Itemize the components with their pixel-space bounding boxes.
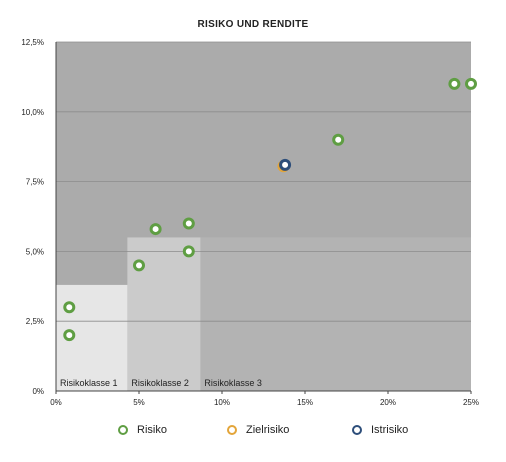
- legend-marker: [227, 425, 237, 435]
- x-tick-label: 10%: [214, 398, 230, 407]
- risk-zone-label: Risikoklasse 1: [60, 378, 118, 388]
- x-tick-label: 5%: [133, 398, 145, 407]
- data-point-istrisiko: [281, 160, 290, 169]
- x-tick-label: 15%: [297, 398, 313, 407]
- legend: Risiko Zielrisiko Istrisiko: [0, 424, 506, 442]
- data-point-risiko: [184, 219, 193, 228]
- legend-item-istrisiko: Istrisiko: [352, 424, 408, 436]
- data-point-risiko: [184, 247, 193, 256]
- legend-marker: [352, 425, 362, 435]
- data-point-risiko: [334, 135, 343, 144]
- data-point-risiko: [450, 79, 459, 88]
- data-point-risiko: [135, 261, 144, 270]
- legend-item-risiko: Risiko: [118, 424, 167, 436]
- legend-item-zielrisiko: Zielrisiko: [227, 424, 289, 436]
- y-tick-label: 7,5%: [26, 178, 44, 187]
- y-tick-label: 5,0%: [26, 247, 44, 256]
- data-point-risiko: [467, 79, 476, 88]
- y-tick-label: 2,5%: [26, 317, 44, 326]
- risk-zone-label: Risikoklasse 3: [204, 378, 262, 388]
- legend-marker: [118, 425, 128, 435]
- data-point-risiko: [65, 331, 74, 340]
- legend-label: Istrisiko: [371, 424, 408, 436]
- risk-zone-label: Risikoklasse 2: [131, 378, 189, 388]
- data-point-risiko: [65, 303, 74, 312]
- x-tick-label: 0%: [50, 398, 62, 407]
- data-point-risiko: [151, 225, 160, 234]
- x-tick-label: 20%: [380, 398, 396, 407]
- y-tick-label: 12,5%: [21, 38, 44, 47]
- legend-label: Zielrisiko: [246, 424, 289, 436]
- x-tick-label: 25%: [463, 398, 479, 407]
- risk-zone: [200, 237, 471, 391]
- y-tick-label: 10,0%: [21, 108, 44, 117]
- y-tick-label: 0%: [32, 387, 44, 396]
- legend-label: Risiko: [137, 424, 167, 436]
